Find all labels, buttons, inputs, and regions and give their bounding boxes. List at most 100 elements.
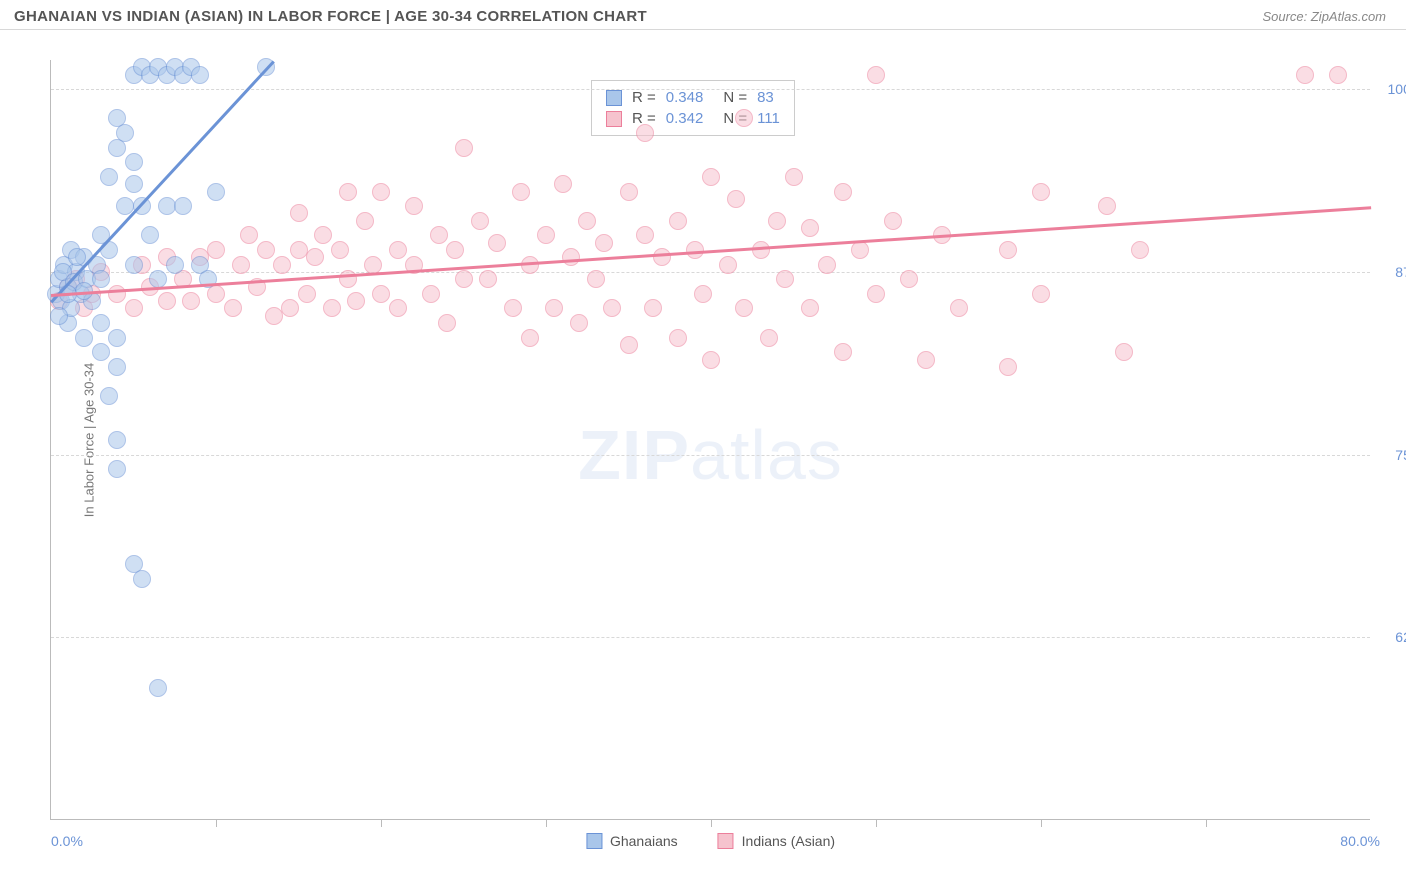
legend-row-2: R = 0.342 N = 111 — [606, 108, 780, 129]
data-point — [578, 212, 596, 230]
chart-title: GHANAIAN VS INDIAN (ASIAN) IN LABOR FORC… — [14, 8, 647, 25]
data-point — [92, 270, 110, 288]
data-point — [224, 299, 242, 317]
data-point — [834, 183, 852, 201]
data-point — [290, 204, 308, 222]
data-point — [867, 66, 885, 84]
data-point — [430, 226, 448, 244]
data-point — [603, 299, 621, 317]
chart-header: GHANAIAN VS INDIAN (ASIAN) IN LABOR FORC… — [0, 0, 1406, 30]
data-point — [636, 124, 654, 142]
data-point — [620, 183, 638, 201]
data-point — [1329, 66, 1347, 84]
data-point — [50, 307, 68, 325]
data-point — [389, 299, 407, 317]
gridline — [51, 272, 1370, 273]
data-point — [207, 183, 225, 201]
data-point — [182, 292, 200, 310]
data-point — [306, 248, 324, 266]
data-point — [141, 226, 159, 244]
data-point — [999, 358, 1017, 376]
data-point — [314, 226, 332, 244]
data-point — [125, 175, 143, 193]
data-point — [240, 226, 258, 244]
data-point — [257, 241, 275, 259]
data-point — [92, 314, 110, 332]
data-point — [512, 183, 530, 201]
data-point — [801, 299, 819, 317]
gridline — [51, 637, 1370, 638]
data-point — [347, 292, 365, 310]
data-point — [92, 343, 110, 361]
data-point — [900, 270, 918, 288]
y-tick-label: 100.0% — [1388, 81, 1406, 97]
x-tick — [381, 819, 382, 827]
data-point — [125, 153, 143, 171]
legend-item-ghanaians: Ghanaians — [586, 833, 678, 849]
x-tick — [1206, 819, 1207, 827]
data-point — [1098, 197, 1116, 215]
data-point — [290, 241, 308, 259]
data-point — [752, 241, 770, 259]
data-point — [702, 351, 720, 369]
data-point — [999, 241, 1017, 259]
chart-source: Source: ZipAtlas.com — [1262, 9, 1386, 24]
data-point — [108, 460, 126, 478]
data-point — [108, 431, 126, 449]
data-point — [768, 212, 786, 230]
data-point — [562, 248, 580, 266]
data-point — [694, 285, 712, 303]
data-point — [207, 241, 225, 259]
x-tick — [876, 819, 877, 827]
data-point — [471, 212, 489, 230]
data-point — [405, 197, 423, 215]
data-point — [281, 299, 299, 317]
data-point — [298, 285, 316, 303]
data-point — [570, 314, 588, 332]
data-point — [702, 168, 720, 186]
x-axis-max-label: 80.0% — [1340, 833, 1380, 849]
data-point — [75, 329, 93, 347]
data-point — [1296, 66, 1314, 84]
data-point — [636, 226, 654, 244]
data-point — [867, 285, 885, 303]
legend-cat-swatch-indians — [718, 833, 734, 849]
data-point — [158, 292, 176, 310]
data-point — [669, 212, 687, 230]
data-point — [620, 336, 638, 354]
data-point — [917, 351, 935, 369]
data-point — [100, 387, 118, 405]
data-point — [587, 270, 605, 288]
data-point — [669, 329, 687, 347]
x-tick — [1041, 819, 1042, 827]
data-point — [785, 168, 803, 186]
data-point — [1131, 241, 1149, 259]
data-point — [265, 307, 283, 325]
trend-line — [51, 206, 1371, 296]
data-point — [372, 183, 390, 201]
data-point — [834, 343, 852, 361]
data-point — [801, 219, 819, 237]
data-point — [455, 139, 473, 157]
y-tick-label: 62.5% — [1395, 629, 1406, 645]
data-point — [504, 299, 522, 317]
data-point — [446, 241, 464, 259]
data-point — [488, 234, 506, 252]
data-point — [727, 190, 745, 208]
data-point — [735, 299, 753, 317]
chart-container: In Labor Force | Age 30-34 ZIPatlas R = … — [30, 40, 1390, 840]
data-point — [323, 299, 341, 317]
legend-swatch-indians — [606, 111, 622, 127]
data-point — [545, 299, 563, 317]
data-point — [438, 314, 456, 332]
data-point — [479, 270, 497, 288]
legend-swatch-ghanaians — [606, 90, 622, 106]
data-point — [1115, 343, 1133, 361]
data-point — [851, 241, 869, 259]
data-point — [1032, 285, 1050, 303]
data-point — [719, 256, 737, 274]
data-point — [331, 241, 349, 259]
x-tick — [711, 819, 712, 827]
data-point — [125, 299, 143, 317]
data-point — [644, 299, 662, 317]
